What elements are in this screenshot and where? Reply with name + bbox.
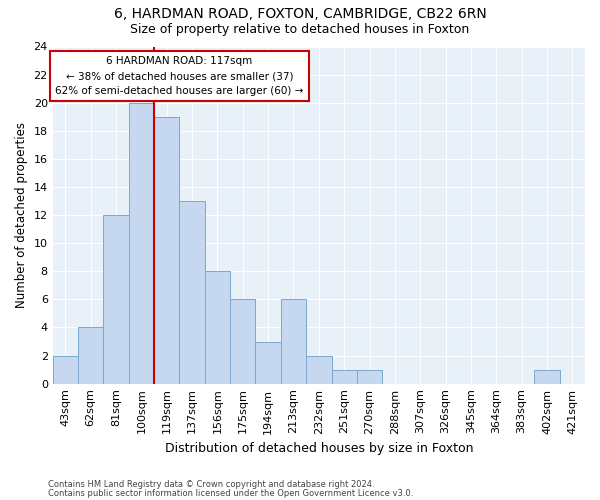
Bar <box>205 272 230 384</box>
Bar <box>154 116 179 384</box>
Bar <box>256 342 281 384</box>
Bar <box>230 300 256 384</box>
Text: 6 HARDMAN ROAD: 117sqm
← 38% of detached houses are smaller (37)
62% of semi-det: 6 HARDMAN ROAD: 117sqm ← 38% of detached… <box>55 56 304 96</box>
Text: 6, HARDMAN ROAD, FOXTON, CAMBRIDGE, CB22 6RN: 6, HARDMAN ROAD, FOXTON, CAMBRIDGE, CB22… <box>113 8 487 22</box>
Bar <box>179 201 205 384</box>
Bar <box>281 300 306 384</box>
Y-axis label: Number of detached properties: Number of detached properties <box>15 122 28 308</box>
Text: Size of property relative to detached houses in Foxton: Size of property relative to detached ho… <box>130 22 470 36</box>
Text: Contains public sector information licensed under the Open Government Licence v3: Contains public sector information licen… <box>48 488 413 498</box>
Bar <box>332 370 357 384</box>
Bar <box>357 370 382 384</box>
Bar <box>78 328 103 384</box>
X-axis label: Distribution of detached houses by size in Foxton: Distribution of detached houses by size … <box>164 442 473 455</box>
Bar <box>53 356 78 384</box>
Bar <box>306 356 332 384</box>
Bar <box>129 102 154 384</box>
Bar <box>535 370 560 384</box>
Bar <box>103 215 129 384</box>
Text: Contains HM Land Registry data © Crown copyright and database right 2024.: Contains HM Land Registry data © Crown c… <box>48 480 374 489</box>
